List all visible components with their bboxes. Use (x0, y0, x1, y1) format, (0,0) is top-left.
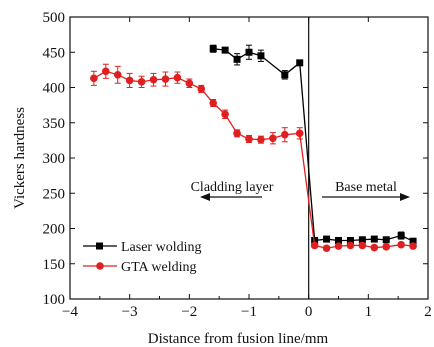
legend-label-laser: Laser wolding (121, 240, 201, 255)
series-gta-welding (90, 63, 417, 253)
base-metal-label: Base metal (335, 180, 397, 195)
data-point (382, 243, 391, 251)
data-point (173, 73, 182, 82)
data-point (370, 243, 379, 252)
data-point (209, 99, 217, 107)
data-point (137, 78, 146, 86)
legend-entry-laser: Laser wolding (83, 240, 201, 255)
data-point (233, 129, 241, 138)
data-point (221, 46, 229, 54)
data-point (281, 71, 289, 79)
data-point (409, 242, 417, 250)
data-point (310, 241, 319, 250)
series-laser-welding (209, 44, 417, 245)
y-tick-label: 450 (43, 45, 66, 61)
data-point (334, 242, 343, 250)
y-tick-label: 150 (43, 257, 66, 273)
y-tick-label: 250 (43, 186, 66, 202)
y-tick-label: 500 (43, 10, 66, 26)
x-tick-label: 2 (424, 304, 432, 320)
data-point (397, 240, 405, 249)
legend-label-gta: GTA welding (121, 260, 196, 275)
x-tick-label: −2 (181, 304, 197, 320)
data-point (358, 241, 367, 250)
data-point (397, 232, 405, 240)
data-point (233, 55, 241, 63)
axes: −4 −3 −2 −1 0 1 2 100 150 200 250 300 350 400 450 500 (43, 10, 432, 320)
data-point (245, 48, 253, 56)
y-tick-label: 100 (43, 292, 66, 308)
data-point (409, 237, 417, 245)
data-point (281, 130, 289, 139)
x-tick-label: −3 (122, 304, 138, 320)
x-tick-label: −1 (241, 304, 257, 320)
data-point (209, 45, 217, 53)
x-axis-title: Distance from fusion line/mm (148, 331, 329, 347)
y-tick-label: 350 (43, 116, 66, 132)
data-point (346, 236, 354, 244)
y-tick-label: 300 (43, 151, 66, 167)
data-point (269, 134, 277, 143)
data-point (245, 135, 253, 143)
data-point (125, 76, 134, 85)
data-point (257, 52, 265, 60)
data-point (296, 59, 304, 67)
data-point (335, 236, 342, 244)
data-point (346, 241, 355, 250)
y-tick-label: 200 (43, 222, 66, 238)
data-point (358, 236, 366, 244)
series-line (93, 70, 414, 249)
data-point (322, 244, 331, 253)
cladding-arrow (200, 193, 262, 201)
data-point (197, 85, 206, 93)
legend: Laser wolding GTA welding (83, 240, 201, 275)
data-point (295, 129, 304, 138)
data-point (382, 236, 390, 244)
series-layer (90, 44, 417, 253)
data-point (185, 79, 194, 88)
series-line (213, 48, 414, 242)
data-point (221, 110, 229, 119)
data-point (149, 75, 158, 84)
y-axis-title: Vickers hardness (12, 107, 28, 209)
x-tick-label: −4 (62, 304, 78, 320)
x-tick-label: 1 (365, 304, 373, 320)
data-point (113, 71, 122, 79)
data-point (311, 236, 319, 244)
data-point (323, 235, 331, 243)
x-tick-label: 0 (305, 304, 313, 320)
data-point (102, 67, 110, 76)
y-tick-label: 400 (43, 81, 66, 97)
data-point (161, 75, 170, 83)
base-metal-arrow (322, 193, 410, 201)
data-point (90, 74, 98, 83)
cladding-layer-label: Cladding layer (191, 180, 274, 195)
data-point (370, 235, 378, 243)
data-point (257, 135, 265, 144)
legend-entry-gta: GTA welding (83, 260, 196, 275)
